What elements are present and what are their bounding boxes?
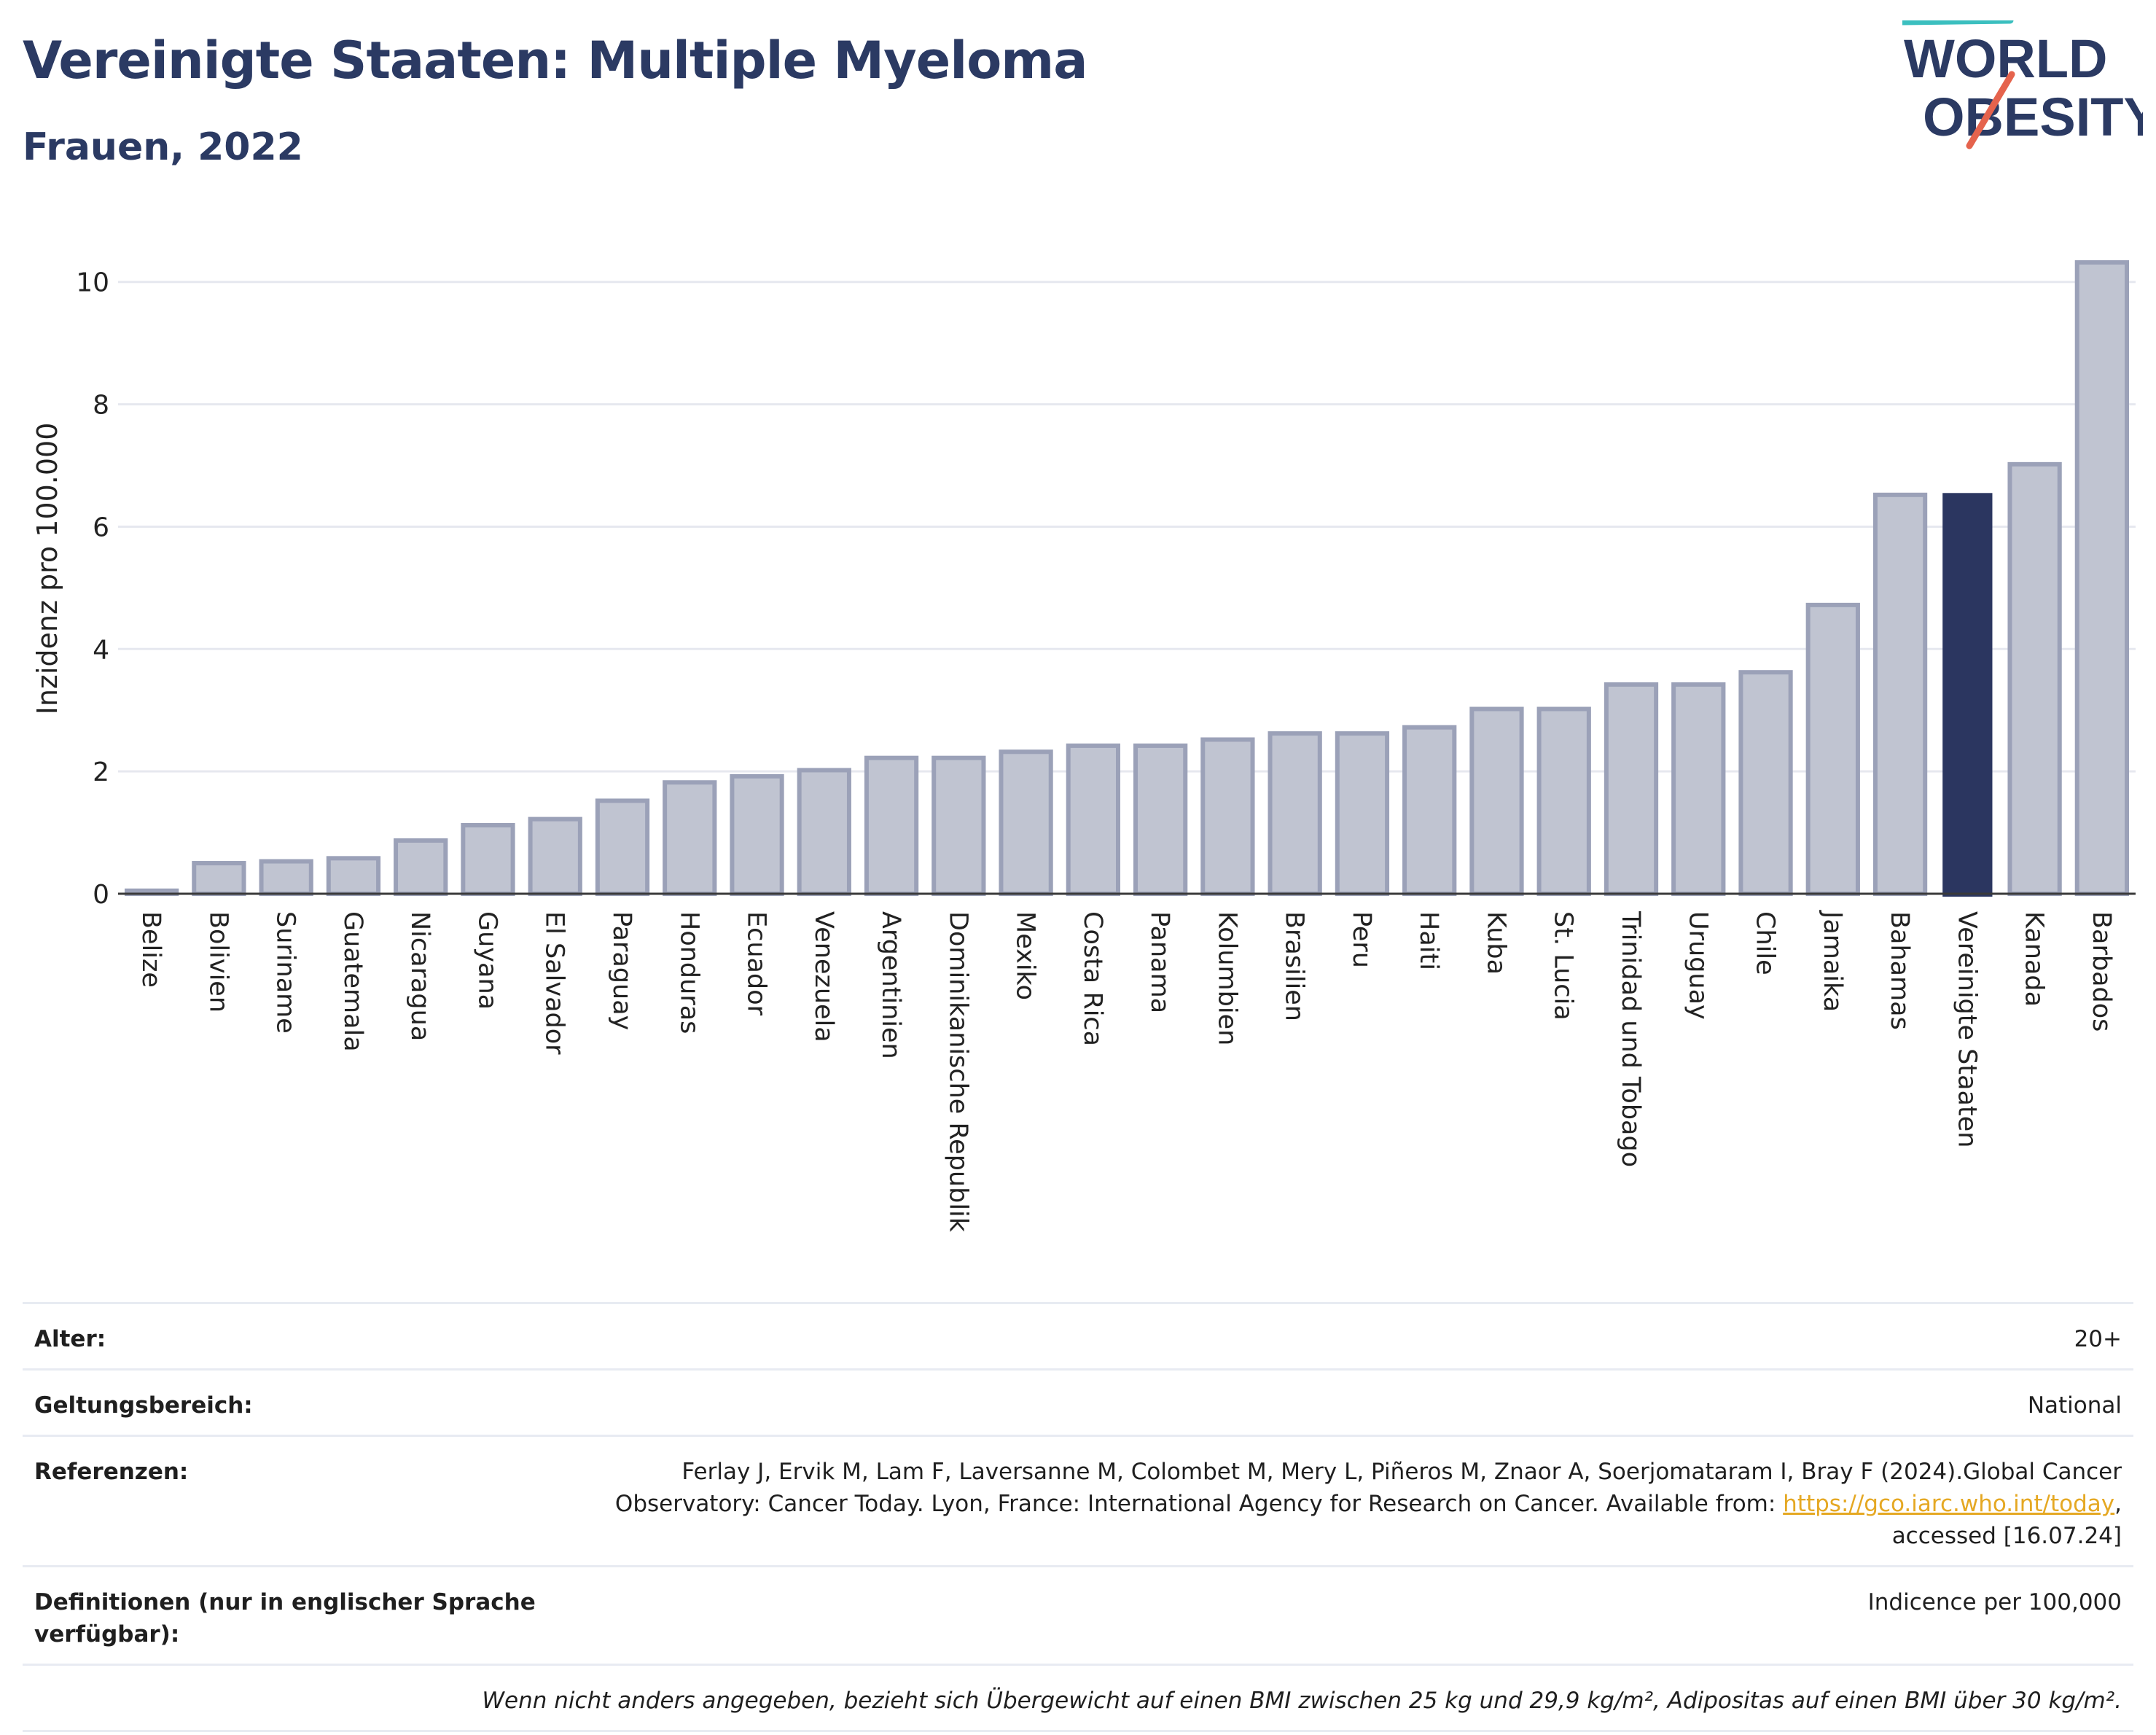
bar-kolumbien [1200,737,1255,897]
y-tick-label: 2 [93,757,109,787]
axes: 0 2 4 6 8 10 Belize Bolivien Suriname Guatemala Ni… [76,268,2136,1233]
bar-dominikanische-republik [931,755,986,897]
meta-row-age: Alter: 20+ [23,1302,2133,1368]
x-tick-label: Belize [136,911,165,988]
bars [124,260,2130,897]
references-label: Referenzen: [34,1459,189,1485]
scope-label: Geltungsbereich: [34,1392,253,1419]
meta-row-definitions: Definitionen (nur in englischer Sprache … [23,1565,2133,1664]
y-axis-label: Inzidenz pro 100.000 [31,423,63,715]
x-tick-label: Haiti [1414,911,1443,970]
meta-row-scope: Geltungsbereich: National [23,1368,2133,1435]
bar-el-salvador [528,816,582,896]
y-tick-label: 10 [76,268,109,298]
bar-argentinien [864,755,919,897]
x-tick-label: Ecuador [742,911,771,1016]
bar-honduras [663,780,717,897]
y-tick-label: 0 [93,880,109,910]
reference-text-2: Observatory: Cancer Today. Lyon, France:… [614,1491,1784,1517]
x-tick-label: Kuba [1481,911,1510,975]
x-tick-label: Trinidad und Tobago [1616,911,1645,1167]
age-value: 20+ [2074,1326,2122,1352]
x-tick-label: Kolumbien [1212,911,1241,1045]
x-tick-label: Brasilien [1280,911,1309,1021]
references-value: Ferlay J, Ervik M, Lam F, Laversanne M, … [544,1456,2122,1552]
logo-slash-coral [1966,71,2015,149]
bar-peru [1335,731,1390,897]
x-tick-label: Vereinigte Staaten [1952,911,1981,1147]
meta-row-references: Referenzen: Ferlay J, Ervik M, Lam F, La… [23,1435,2133,1565]
bar-costa-rica [1066,743,1121,896]
bar-brasilien [1268,731,1322,897]
bar-vereinigte-staaten [1942,493,1993,897]
reference-link[interactable]: https://gco.iarc.who.int/today [1783,1491,2115,1517]
metadata-table: Alter: 20+ Geltungsbereich: National Ref… [23,1302,2133,1732]
definitions-label: Definitionen (nur in englischer Sprache … [34,1589,536,1648]
bar-guyana [461,823,515,897]
x-tick-label: Mexiko [1011,911,1040,1000]
chart-subtitle: Frauen, 2022 [23,125,303,169]
chart-title: Vereinigte Staaten: Multiple Myeloma [23,31,1087,90]
bar-chart: 0 2 4 6 8 10 Belize Bolivien Suriname Guatemala Ni… [31,260,2136,1233]
x-tick-label: Suriname [271,911,300,1034]
x-tick-label: Bahamas [1885,911,1914,1030]
reference-text-1: Ferlay J, Ervik M, Lam F, Laversanne M, … [681,1459,2122,1485]
bar-suriname [259,859,313,897]
x-tick-label: Guyana [472,911,501,1010]
bar-nicaragua [394,838,448,897]
meta-row-note: Wenn nicht anders angegeben, bezieht sic… [23,1664,2133,1732]
reference-text-4: accessed [16.07.24] [1891,1523,2122,1549]
bar-guatemala [326,856,381,896]
reference-text-3: , [2114,1491,2122,1517]
bar-venezuela [797,768,851,897]
bar-haiti [1402,725,1457,897]
x-tick-label: Barbados [2087,911,2116,1032]
x-tick-label: Bolivien [203,911,233,1013]
bar-kuba [1469,706,1524,896]
bmi-note: Wenn nicht anders angegeben, bezieht sic… [482,1688,2122,1714]
bar-bahamas [1872,492,1928,896]
x-tick-label: Jamaika [1818,910,1847,1012]
world-obesity-logo: WORLD OBESITY [1902,20,2143,149]
x-tick-label: Nicaragua [405,911,434,1041]
x-tick-label: El Salvador [540,911,569,1055]
bar-trinidad-und-tobago [1604,682,1659,896]
x-tick-label: Paraguay [607,911,636,1030]
x-tick-label: Panama [1145,911,1174,1013]
bar-kanada [2007,461,2062,896]
x-tick-label: Argentinien [876,911,905,1059]
x-tick-label: Costa Rica [1078,911,1107,1046]
x-tick-label: Honduras [674,911,703,1034]
bar-uruguay [1671,682,1726,896]
logo-slash-teal [1902,20,2014,26]
definitions-value: Indicence per 100,000 [1867,1589,2122,1615]
bar-panama [1133,743,1188,896]
x-tick-label: Peru [1347,911,1376,968]
bar-ecuador [730,773,784,896]
x-tick-label: Kanada [2020,911,2049,1007]
bar-barbados [2074,260,2130,896]
x-tick-label: St. Lucia [1549,911,1578,1021]
x-tick-label: Chile [1751,911,1780,975]
bar-jamaika [1805,602,1860,897]
y-tick-label: 8 [93,391,109,421]
bar-bolivien [192,861,246,896]
age-label: Alter: [34,1326,106,1352]
x-tick-label: Uruguay [1683,911,1712,1020]
bar-chile [1738,670,1793,897]
y-tick-label: 4 [93,635,109,665]
x-tick-label: Venezuela [809,911,838,1042]
y-tick-label: 6 [93,512,109,542]
scope-value: National [2027,1392,2122,1419]
x-tick-label: Guatemala [338,911,367,1052]
grid-lines [118,281,2136,773]
bar-mexiko [999,749,1053,896]
x-tick-label: Dominikanische Republik [943,911,972,1233]
bar-paraguay [595,798,650,896]
bar-st-lucia [1536,706,1591,896]
logo-line-2: OBESITY [1923,87,2143,147]
